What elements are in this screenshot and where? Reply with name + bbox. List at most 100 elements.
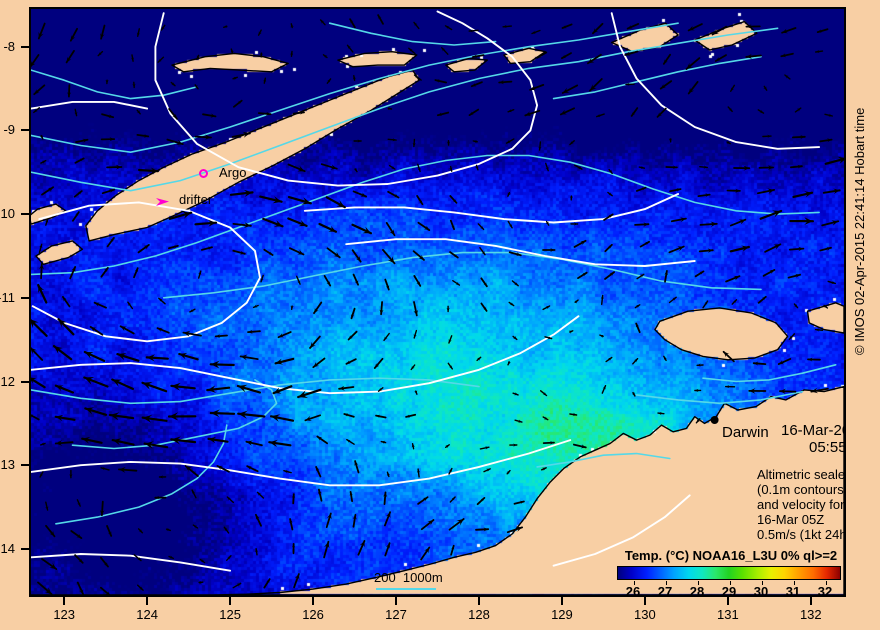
velocity-arrow-head — [833, 188, 840, 194]
velocity-arrow-head — [360, 192, 367, 197]
x-axis-label: 128 — [468, 607, 490, 622]
velocity-arrow-head — [472, 54, 478, 59]
colorbar-tick-label: 30 — [753, 584, 769, 599]
velocity-arrow-head — [572, 412, 577, 417]
velocity-arrow-head — [255, 514, 260, 520]
velocity-arrow-head — [289, 519, 293, 524]
velocity-arrow-head — [110, 237, 114, 243]
velocity-arrow-head — [763, 86, 767, 91]
velocity-arrow-head — [427, 520, 434, 526]
velocity-arrow-head — [352, 514, 357, 520]
velocity-arrow-head — [582, 272, 587, 277]
velocity-arrow-head — [387, 106, 392, 110]
velocity-arrow-head — [183, 330, 191, 337]
velocity-arrow-head — [349, 491, 353, 496]
velocity-arrow-head — [179, 352, 188, 360]
bathymetry-contour — [31, 69, 198, 100]
velocity-arrow-head — [625, 82, 630, 86]
velocity-arrow-head — [317, 436, 323, 441]
velocity-arrow-head — [207, 385, 217, 393]
velocity-arrow-head — [84, 352, 94, 359]
velocity-arrow-head — [49, 530, 55, 537]
velocity-arrow-head — [283, 470, 288, 474]
velocity-arrow-head — [257, 492, 262, 497]
velocity-arrow-head — [446, 141, 451, 146]
description-line-2: and velocity for — [757, 497, 845, 512]
velocity-arrow-head — [537, 54, 542, 58]
velocity-arrow-head — [49, 562, 57, 570]
velocity-arrow-head — [513, 335, 517, 340]
colorbar-tick-label: 28 — [689, 584, 705, 599]
velocity-arrow-head — [387, 472, 391, 477]
bathymetry-contour — [71, 379, 278, 450]
velocity-arrow-head — [166, 527, 171, 531]
velocity-arrow-head — [696, 419, 700, 423]
x-axis-label: 129 — [551, 607, 573, 622]
velocity-arrow-head — [725, 385, 730, 389]
velocity-arrow-head — [54, 346, 63, 354]
x-axis-label: 126 — [302, 607, 324, 622]
velocity-arrow-head — [273, 387, 282, 394]
velocity-arrow-head — [77, 502, 81, 507]
velocity-arrow-head — [227, 555, 231, 560]
velocity-arrow-head — [476, 357, 481, 361]
drifter-arrow-icon — [156, 198, 169, 206]
velocity-arrow-head — [411, 443, 415, 448]
velocity-arrow-head — [728, 107, 733, 112]
velocity-arrow-head — [354, 280, 359, 285]
velocity-arrow-head — [779, 388, 786, 394]
velocity-arrow-head — [347, 45, 352, 50]
velocity-arrow-head — [62, 296, 67, 302]
velocity-arrow-head — [677, 246, 684, 252]
velocity-arrow-head — [45, 506, 49, 511]
velocity-arrow-head — [800, 135, 805, 140]
velocity-arrow-head — [291, 494, 296, 498]
velocity-arrow-head — [299, 111, 304, 115]
velocity-arrow-head — [290, 305, 294, 310]
velocity-arrow-head — [411, 365, 415, 370]
velocity-arrow-head — [297, 280, 301, 285]
velocity-arrow-head — [103, 267, 108, 273]
velocity-arrow-head — [769, 269, 775, 274]
velocity-arrow-head — [76, 533, 82, 539]
velocity-arrow-head — [573, 222, 578, 226]
velocity-arrow-head — [811, 387, 819, 394]
velocity-arrow-head — [34, 89, 40, 95]
colorbar-title: Temp. (°C) NOAA16_L3U 0% ql>=2 — [624, 548, 838, 563]
velocity-arrow-head — [208, 436, 217, 444]
velocity-arrow-head — [483, 282, 487, 287]
velocity-arrow-head — [132, 83, 136, 88]
velocity-arrow-head — [793, 303, 798, 308]
velocity-arrow-head — [515, 526, 523, 532]
velocity-arrow-head — [417, 167, 421, 172]
velocity-arrow-head — [379, 309, 384, 315]
velocity-arrow-head — [451, 545, 455, 550]
velocity-arrow-head — [58, 319, 67, 328]
colorbar[interactable]: Temp. (°C) NOAA16_L3U 0% ql>=2 26 27 28 29 3… — [617, 548, 845, 600]
velocity-arrow-head — [38, 285, 45, 294]
velocity-arrow-head — [781, 53, 787, 58]
velocity-arrow-head — [705, 193, 710, 198]
velocity-arrow-head — [538, 146, 542, 151]
velocity-arrow-head — [712, 29, 719, 35]
velocity-arrow-head — [109, 137, 115, 142]
velocity-arrow-head — [236, 583, 241, 587]
velocity-arrow-head — [70, 35, 76, 41]
velocity-arrow-head — [94, 302, 100, 307]
velocity-arrow-head — [608, 192, 613, 196]
velocity-vector-layer — [31, 14, 844, 595]
velocity-arrow-head — [118, 466, 126, 473]
velocity-arrow-head — [509, 302, 514, 306]
velocity-arrow-head — [326, 280, 331, 286]
bathymetry-contour — [31, 22, 679, 153]
velocity-arrow-head — [508, 109, 513, 113]
map-canvas-frame[interactable]: Argo drifter Darwin 16-Mar-2005 05:55Z A… — [29, 7, 846, 597]
velocity-arrow-head — [291, 543, 296, 548]
velocity-arrow-head — [237, 384, 248, 393]
velocity-arrow-head — [55, 440, 63, 446]
velocity-arrow-head — [599, 335, 604, 338]
velocity-arrow-head — [310, 341, 316, 348]
x-axis-label: 131 — [716, 607, 739, 622]
city-dot-darwin — [710, 416, 719, 424]
velocity-arrow-head — [171, 436, 181, 445]
